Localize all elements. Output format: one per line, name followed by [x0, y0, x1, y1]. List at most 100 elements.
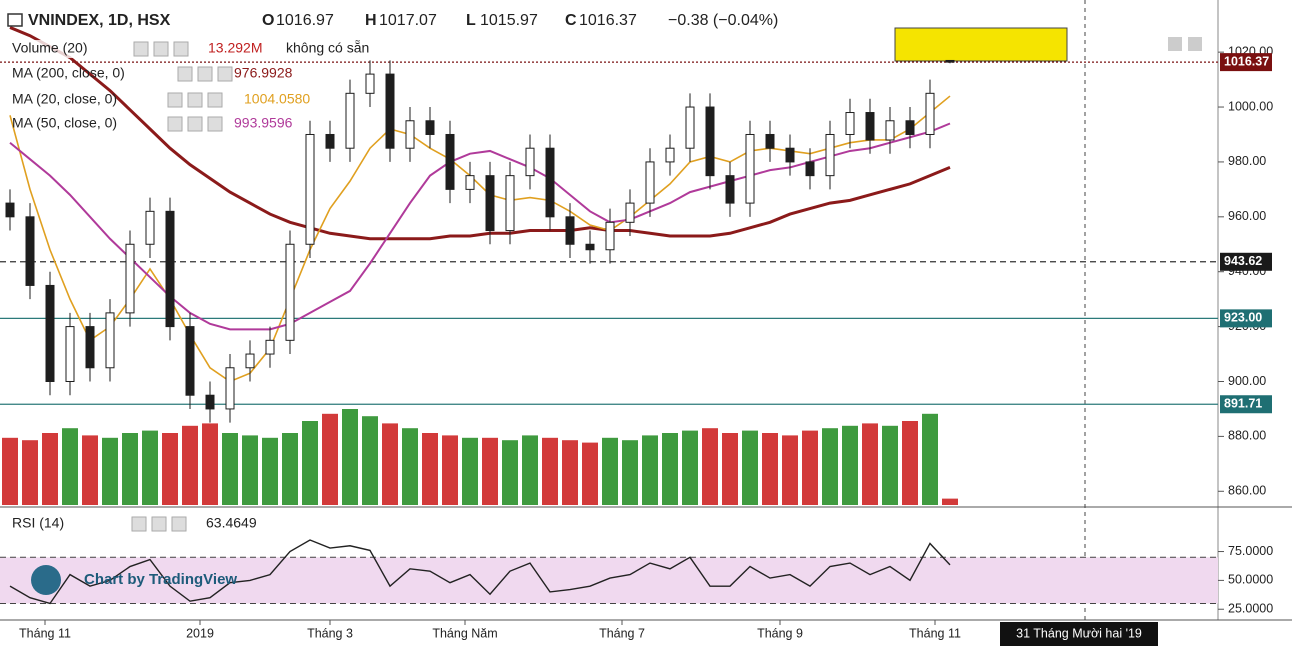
candle-body [705, 106, 715, 177]
legend-icon [217, 66, 233, 82]
ma-line [9, 26, 951, 241]
candle-body [445, 133, 455, 190]
volume-bar [822, 428, 838, 505]
y-tick-label: 75.0000 [1228, 544, 1273, 558]
candle-body [725, 175, 735, 204]
volume-bar [582, 442, 598, 505]
volume-bar [642, 435, 658, 505]
legend-icon [177, 66, 193, 82]
candle-body [525, 147, 535, 177]
volume-bar [702, 428, 718, 505]
volume-bar [382, 423, 398, 505]
legend-icon [167, 116, 183, 132]
candle-body [565, 216, 575, 245]
volume-bar [202, 423, 218, 505]
volume-bar [602, 437, 618, 505]
volume-bar [62, 428, 78, 505]
watermark: Chart by TradingView [84, 571, 237, 588]
legend-name: MA (50, close, 0) [12, 115, 117, 131]
volume-bar [782, 435, 798, 505]
legend-value: 13.292M [208, 40, 262, 56]
highlight-box [894, 27, 1068, 62]
volume-bar [302, 421, 318, 505]
candle-body [285, 243, 295, 341]
ohlc-value: 1016.97 [276, 12, 334, 29]
x-tick-label: Tháng 9 [757, 626, 803, 640]
volume-bar [242, 435, 258, 505]
volume-bar [482, 437, 498, 505]
candle-body [365, 73, 375, 94]
volume-bar [802, 430, 818, 505]
legend-icon [171, 516, 187, 532]
legend-icon [131, 516, 147, 532]
ohlc-prefix: C [565, 12, 577, 29]
volume-bar [542, 437, 558, 505]
candle-body [625, 202, 635, 223]
ohlc-value: 1017.07 [379, 12, 437, 29]
price-label-box [1220, 309, 1272, 328]
legend-icon [173, 41, 189, 57]
volume-bar [162, 433, 178, 505]
candle-body [745, 133, 755, 204]
legend-name: MA (20, close, 0) [12, 91, 117, 107]
volume-bar [322, 413, 338, 505]
candle-body [605, 221, 615, 251]
candle-body [785, 147, 795, 163]
chart-title: VNINDEX, 1D, HSX [28, 12, 171, 29]
candle-body [925, 92, 935, 135]
volume-bar [502, 440, 518, 505]
candle-body [325, 133, 335, 149]
legend-value: 976.9928 [234, 65, 293, 81]
price-label: 943.62 [1224, 254, 1262, 268]
ohlc-prefix: O [262, 12, 274, 29]
candle-body [125, 243, 135, 314]
volume-bar [442, 435, 458, 505]
candle-body [665, 147, 675, 163]
ohlc-value: 1016.37 [579, 12, 637, 29]
volume-bar [342, 409, 358, 505]
volume-bar [22, 440, 38, 505]
legend-icon [197, 66, 213, 82]
volume-bar [742, 430, 758, 505]
volume-bar [142, 430, 158, 505]
ohlc-prefix: L [466, 12, 476, 29]
candle-body [505, 175, 515, 232]
legend-icon [153, 41, 169, 57]
legend-icon [207, 116, 223, 132]
crosshair-label-box [1000, 622, 1158, 646]
symbol-icon [7, 13, 23, 27]
y-tick-label: 25.0000 [1228, 602, 1273, 616]
candle-body [545, 147, 555, 218]
volume-bar [762, 433, 778, 505]
y-tick-label: 880.00 [1228, 429, 1266, 443]
volume-bar [942, 498, 958, 505]
candle-body [885, 120, 895, 141]
volume-bar [682, 430, 698, 505]
volume-bar [122, 433, 138, 505]
candle-body [225, 367, 235, 410]
y-tick-label: 960.00 [1228, 209, 1266, 223]
candle-body [105, 312, 115, 369]
candle-body [645, 161, 655, 204]
legend-value: 1004.0580 [244, 91, 310, 107]
volume-bar [722, 433, 738, 505]
candle-body [805, 161, 815, 177]
x-tick-label: Tháng 11 [909, 626, 961, 640]
candle-body [185, 326, 195, 396]
candle-body [25, 216, 35, 286]
rsi-line [9, 539, 951, 605]
volume-bar [282, 433, 298, 505]
x-tick-label: Tháng 3 [307, 626, 353, 640]
crosshair-label: 31 Tháng Mười hai '19 [1016, 626, 1142, 640]
volume-bar [662, 433, 678, 505]
volume-bar [102, 437, 118, 505]
volume-bar [522, 435, 538, 505]
volume-bar [882, 425, 898, 505]
legend-name: Volume (20) [12, 40, 87, 56]
volume-bar [42, 433, 58, 505]
candle-body [385, 73, 395, 149]
change-label: −0.38 (−0.04%) [668, 12, 778, 29]
candle-body [485, 175, 495, 232]
price-label: 891.71 [1224, 397, 1262, 411]
